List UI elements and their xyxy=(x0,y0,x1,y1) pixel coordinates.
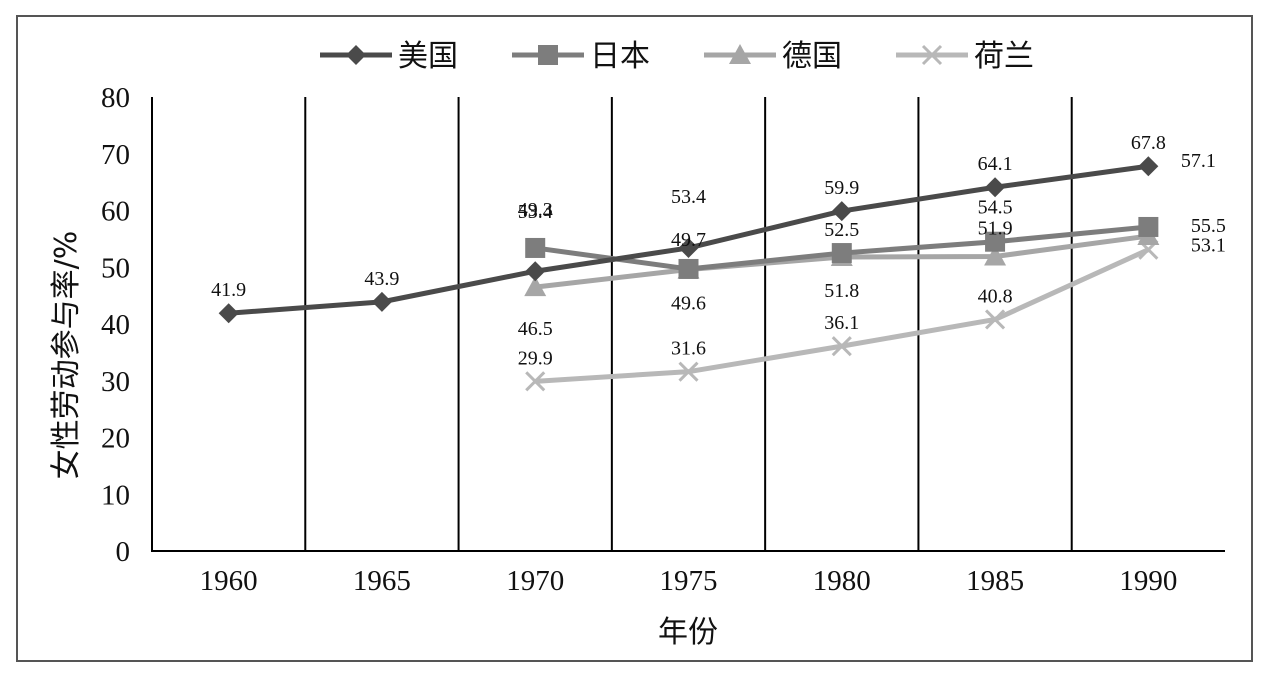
legend-item: 荷兰 xyxy=(896,39,1034,74)
data-point xyxy=(985,231,1006,252)
data-label: 43.9 xyxy=(364,268,399,290)
x-tick-label: 1970 xyxy=(506,565,564,597)
data-label: 51.9 xyxy=(978,217,1013,239)
data-labels: 41.943.949.353.4 59.964.167.853.449.7 52.5… xyxy=(211,132,1226,369)
data-point xyxy=(218,303,239,324)
series-markers xyxy=(218,156,1160,392)
legend-label: 德国 xyxy=(782,39,842,74)
chart-frame xyxy=(16,15,1253,662)
x-tick-label: 1965 xyxy=(353,565,411,597)
legend: 美国 日本 德国 荷兰 xyxy=(320,39,1034,74)
data-point xyxy=(525,371,546,392)
data-point xyxy=(371,291,392,312)
data-label: 55.5 xyxy=(1191,215,1226,237)
x-axis-title: 年份 xyxy=(658,615,718,650)
x-tick-label: 1980 xyxy=(813,565,871,597)
y-tick-label: 70 xyxy=(101,139,130,171)
data-point xyxy=(985,177,1006,198)
legend-marker xyxy=(729,44,751,64)
data-label: 49.7 xyxy=(671,229,706,251)
data-label: 36.1 xyxy=(824,312,859,334)
legend-label: 荷兰 xyxy=(974,39,1034,74)
x-tick-label: 1960 xyxy=(200,565,258,597)
data-label: 53.4 xyxy=(518,201,553,223)
legend-item: 美国 xyxy=(320,39,458,74)
data-label: 67.8 xyxy=(1131,132,1166,154)
data-label: 31.6 xyxy=(671,338,706,360)
x-tick-label: 1985 xyxy=(966,565,1024,597)
legend-marker xyxy=(921,44,943,66)
data-point xyxy=(984,245,1007,266)
legend-marker xyxy=(538,45,558,65)
data-label: 41.9 xyxy=(211,279,246,301)
data-label: 46.5 xyxy=(518,318,553,340)
data-label: 51.8 xyxy=(824,280,859,302)
y-tick-label: 60 xyxy=(101,196,130,228)
data-label: 54.5 xyxy=(978,197,1013,219)
y-tick-label: 10 xyxy=(101,479,130,511)
data-label: 64.1 xyxy=(978,153,1013,175)
data-point xyxy=(1138,216,1159,237)
data-point xyxy=(985,309,1006,330)
legend-label: 日本 xyxy=(590,39,650,74)
x-tick-labels: 1960 1965 1970 1975 1980 1985 1990 xyxy=(200,565,1178,597)
data-label: 59.9 xyxy=(824,177,859,199)
marker-stroke xyxy=(921,44,943,66)
data-label: 53.4 xyxy=(671,186,706,208)
category-dividers xyxy=(304,97,1073,551)
y-tick-label: 30 xyxy=(101,366,130,398)
axes xyxy=(151,97,1225,552)
y-tick-labels: 0 10 20 30 40 50 60 70 80 xyxy=(101,82,130,568)
data-label: 52.5 xyxy=(824,219,859,241)
data-point xyxy=(678,361,699,382)
x-tick-label: 1975 xyxy=(660,565,718,597)
marker-stroke xyxy=(525,371,546,392)
data-label: 49.6 xyxy=(671,293,706,315)
legend-item: 日本 xyxy=(512,39,650,74)
data-point xyxy=(831,201,852,222)
data-point xyxy=(678,258,699,279)
y-tick-label: 20 xyxy=(101,423,130,455)
marker-stroke xyxy=(678,361,699,382)
data-label: 57.1 xyxy=(1181,150,1216,172)
y-axis-title: 女性劳动参与率/% xyxy=(49,231,84,480)
data-point xyxy=(525,237,546,258)
y-tick-label: 0 xyxy=(116,536,131,568)
y-tick-label: 80 xyxy=(101,82,130,114)
data-point xyxy=(524,276,547,297)
x-tick-label: 1990 xyxy=(1119,565,1177,597)
marker-stroke xyxy=(831,336,852,357)
data-label: 40.8 xyxy=(978,285,1013,307)
data-point xyxy=(678,237,699,258)
data-label: 49.3 xyxy=(518,199,553,221)
legend-item: 德国 xyxy=(704,39,842,74)
data-label: 53.1 xyxy=(1191,235,1226,257)
data-point xyxy=(831,243,852,264)
data-point xyxy=(1138,156,1159,177)
legend-marker xyxy=(346,45,366,65)
legend-label: 美国 xyxy=(398,39,458,74)
data-point xyxy=(831,336,852,357)
y-tick-label: 50 xyxy=(101,252,130,284)
marker-stroke xyxy=(985,309,1006,330)
data-label: 29.9 xyxy=(518,347,553,369)
y-tick-label: 40 xyxy=(101,309,130,341)
data-point xyxy=(525,261,546,282)
